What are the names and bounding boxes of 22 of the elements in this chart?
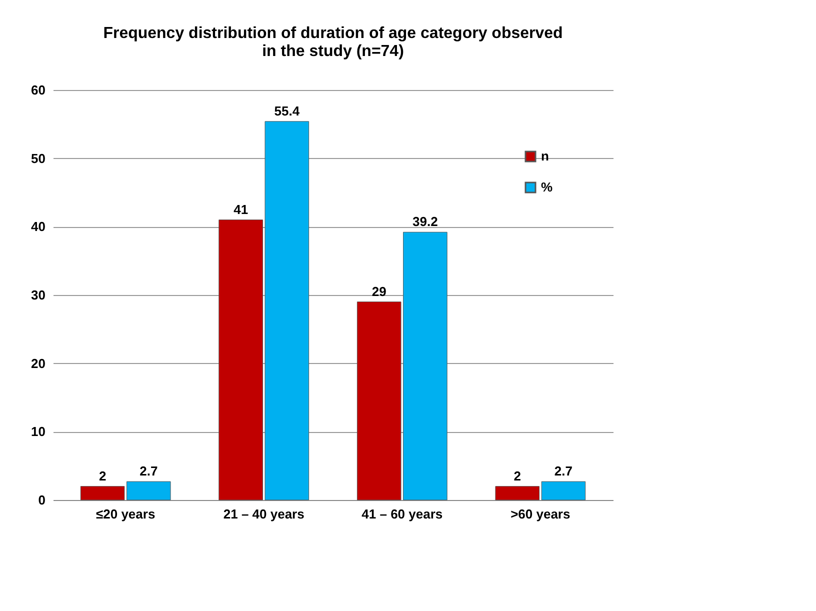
y-tick-label: 50 — [31, 150, 46, 166]
x-tick-label: ≤20 years — [96, 506, 156, 522]
y-tick-label: 60 — [31, 82, 46, 98]
chart-title: Frequency distribution of duration of age category observed in the study (n=74) — [103, 25, 563, 60]
y-tick-label: 20 — [31, 356, 46, 371]
data-label: 2 — [514, 468, 521, 484]
data-label: 41 — [234, 202, 248, 217]
data-label: 39.2 — [412, 214, 438, 230]
x-tick-label: 41 – 60 years — [362, 506, 443, 522]
y-tick-label: 0 — [38, 492, 46, 508]
x-tick-label: >60 years — [510, 506, 570, 522]
data-label: 2.7 — [554, 464, 572, 479]
y-tick-label: 10 — [31, 424, 46, 440]
data-label: 2.7 — [140, 464, 158, 479]
data-label: 2 — [98, 468, 106, 484]
y-tick-label: 30 — [31, 288, 46, 302]
legend-label: % — [541, 180, 553, 194]
y-tick-label: 40 — [31, 219, 46, 234]
legend-label: n — [541, 148, 549, 164]
x-tick-label: 21 – 40 years — [223, 506, 304, 522]
data-label: 29 — [372, 284, 386, 299]
data-label: 55.4 — [274, 103, 300, 118]
